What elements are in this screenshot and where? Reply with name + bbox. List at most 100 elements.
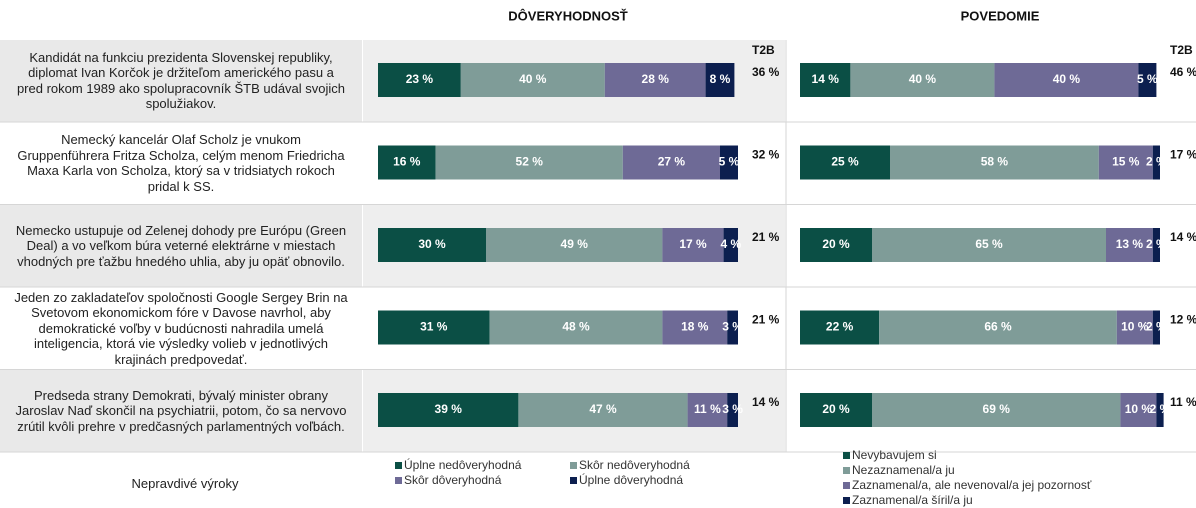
value-label: 65 % [975, 237, 1003, 251]
t2b-value: 21 % [752, 230, 780, 244]
bar-segment [622, 145, 720, 180]
bar-segment [1116, 310, 1153, 345]
value-label: 66 % [984, 320, 1012, 334]
bar-segment [872, 393, 1121, 427]
bar-segment [687, 393, 728, 427]
value-label: 10 % [1121, 320, 1149, 334]
t2b-value: 11 % [1170, 395, 1196, 409]
legend-swatch [843, 482, 850, 489]
value-label: 52 % [516, 155, 544, 169]
bar-segment [1098, 145, 1153, 180]
t2b-value: 21 % [752, 313, 780, 327]
legend-label: Zaznamenal/a šíril/a ju [852, 493, 973, 507]
bar-segment [879, 310, 1117, 345]
value-label: 40 % [909, 72, 937, 86]
value-label: 2 % [1146, 155, 1167, 169]
value-label: 2 % [1146, 237, 1167, 251]
bar-segment [604, 63, 706, 97]
panel-title: DÔVERYHODNOSŤ [508, 8, 627, 23]
legend-swatch [843, 467, 850, 474]
bar-segment [518, 393, 688, 427]
bar-segment [705, 63, 735, 97]
bar-segment [1156, 393, 1164, 427]
legend-label: Zaznamenal/a, ale nevenoval/a jej pozorn… [852, 478, 1092, 492]
t2b-header: T2B [1170, 43, 1193, 57]
legend-swatch [395, 462, 402, 469]
t2b-value: 14 % [752, 395, 780, 409]
value-label: 20 % [822, 237, 850, 251]
value-label: 3 % [722, 320, 743, 334]
row-band [0, 40, 362, 122]
legend-swatch [843, 497, 850, 504]
row-header: Nepravdivé výroky [131, 476, 239, 491]
t2b-header: T2B [752, 43, 775, 57]
value-label: 5 % [1137, 72, 1158, 86]
value-label: 31 % [420, 320, 448, 334]
bar-segment [486, 228, 663, 262]
bar-segment [1152, 228, 1160, 262]
value-label: 30 % [418, 237, 446, 251]
bar-segment [662, 228, 724, 262]
bar-segment [890, 145, 1099, 180]
t2b-value: 17 % [1170, 148, 1196, 162]
value-label: 4 % [720, 237, 741, 251]
legend-swatch [570, 477, 577, 484]
bar-segment [460, 63, 605, 97]
bar-segment [378, 63, 461, 97]
bar-segment [1138, 63, 1157, 97]
value-label: 27 % [658, 155, 686, 169]
legend-label: Nezaznamenal/a ju [852, 463, 955, 477]
panel-title: POVEDOMIE [961, 8, 1040, 23]
legend-swatch [843, 452, 850, 459]
value-label: 39 % [435, 402, 463, 416]
t2b-value: 12 % [1170, 313, 1196, 327]
value-label: 18 % [681, 320, 709, 334]
bar-segment [850, 63, 995, 97]
legend-swatch [570, 462, 577, 469]
legend-label: Skôr nedôveryhodná [579, 458, 690, 472]
bar-segment [662, 310, 728, 345]
value-label: 2 % [1146, 320, 1167, 334]
bar-segment [378, 393, 519, 427]
t2b-value: 46 % [1170, 65, 1196, 79]
value-label: 15 % [1112, 155, 1140, 169]
bar-segment [489, 310, 663, 345]
statement: Nemecko ustupuje od Zelenej dohody pre E… [15, 222, 347, 269]
statement: Predseda strany Demokrati, bývalý minist… [15, 387, 347, 434]
bar-segment [720, 145, 738, 180]
value-label: 13 % [1116, 237, 1144, 251]
value-label: 48 % [562, 320, 590, 334]
bar-segment [723, 228, 738, 262]
bar-segment [378, 145, 436, 180]
bar-segment [435, 145, 623, 180]
row-band [0, 370, 362, 452]
value-label: 10 % [1125, 402, 1153, 416]
bar-segment [1106, 228, 1153, 262]
legend-label: Skôr dôveryhodná [404, 473, 502, 487]
value-label: 3 % [722, 402, 743, 416]
bar-segment [800, 310, 880, 345]
statement: Kandidát na funkciu prezidenta Slovenske… [16, 49, 346, 112]
statement: Nemecký kancelár Olaf Scholz je vnukom G… [17, 132, 345, 194]
value-label: 22 % [826, 320, 854, 334]
bar-segment [800, 393, 872, 427]
bar-segment [872, 228, 1106, 262]
value-label: 47 % [589, 402, 617, 416]
legend-label: Úplne dôveryhodná [579, 472, 683, 487]
t2b-value: 14 % [1170, 230, 1196, 244]
bar-segment [800, 63, 851, 97]
value-label: 58 % [981, 155, 1009, 169]
bar-segment [994, 63, 1139, 97]
t2b-value: 36 % [752, 65, 780, 79]
value-label: 23 % [406, 72, 434, 86]
value-label: 40 % [1053, 72, 1081, 86]
legend-label: Úplne nedôveryhodná [404, 457, 522, 472]
value-label: 25 % [831, 155, 859, 169]
bar-segment [378, 310, 490, 345]
value-label: 16 % [393, 155, 421, 169]
bar-segment [1120, 393, 1157, 427]
bar-segment [800, 145, 890, 180]
row-band [0, 205, 362, 287]
bar-segment [727, 310, 738, 345]
